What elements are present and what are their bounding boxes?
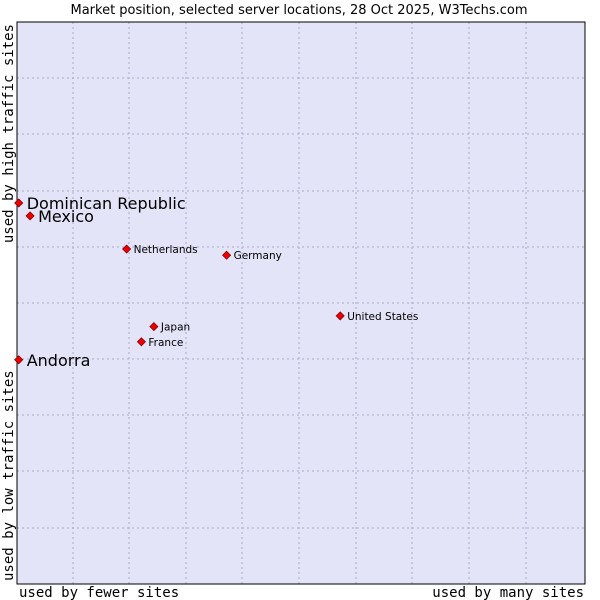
- x-axis-label-left: used by fewer sites: [19, 585, 179, 600]
- data-label-france: France: [148, 337, 183, 349]
- data-label-netherlands: Netherlands: [134, 244, 198, 256]
- data-point-mexico: [25, 211, 35, 221]
- data-point-japan: [149, 322, 159, 332]
- data-point-germany: [222, 250, 232, 260]
- data-label-germany: Germany: [234, 250, 282, 262]
- data-label-united-states: United States: [347, 311, 418, 323]
- data-label-andorra: Andorra: [27, 351, 91, 370]
- data-point-dominican-republic: [14, 198, 24, 208]
- x-axis-label-right: used by many sites: [432, 585, 584, 600]
- data-point-andorra: [14, 355, 24, 365]
- data-point-france: [136, 337, 146, 347]
- plot-border: [16, 21, 586, 585]
- chart-title: Market position, selected server locatio…: [70, 3, 527, 18]
- data-label-japan: Japan: [160, 322, 190, 334]
- grid: [17, 22, 585, 584]
- y-axis-label-top: used by high traffic sites: [1, 24, 17, 243]
- data-point-netherlands: [122, 244, 132, 254]
- plot-area: [17, 22, 585, 584]
- data-label-mexico: Mexico: [38, 207, 94, 226]
- data-label-dominican-republic: Dominican Republic: [27, 194, 186, 213]
- y-axis-label-bottom: used by low traffic sites: [1, 370, 17, 581]
- data-point-united-states: [335, 311, 345, 321]
